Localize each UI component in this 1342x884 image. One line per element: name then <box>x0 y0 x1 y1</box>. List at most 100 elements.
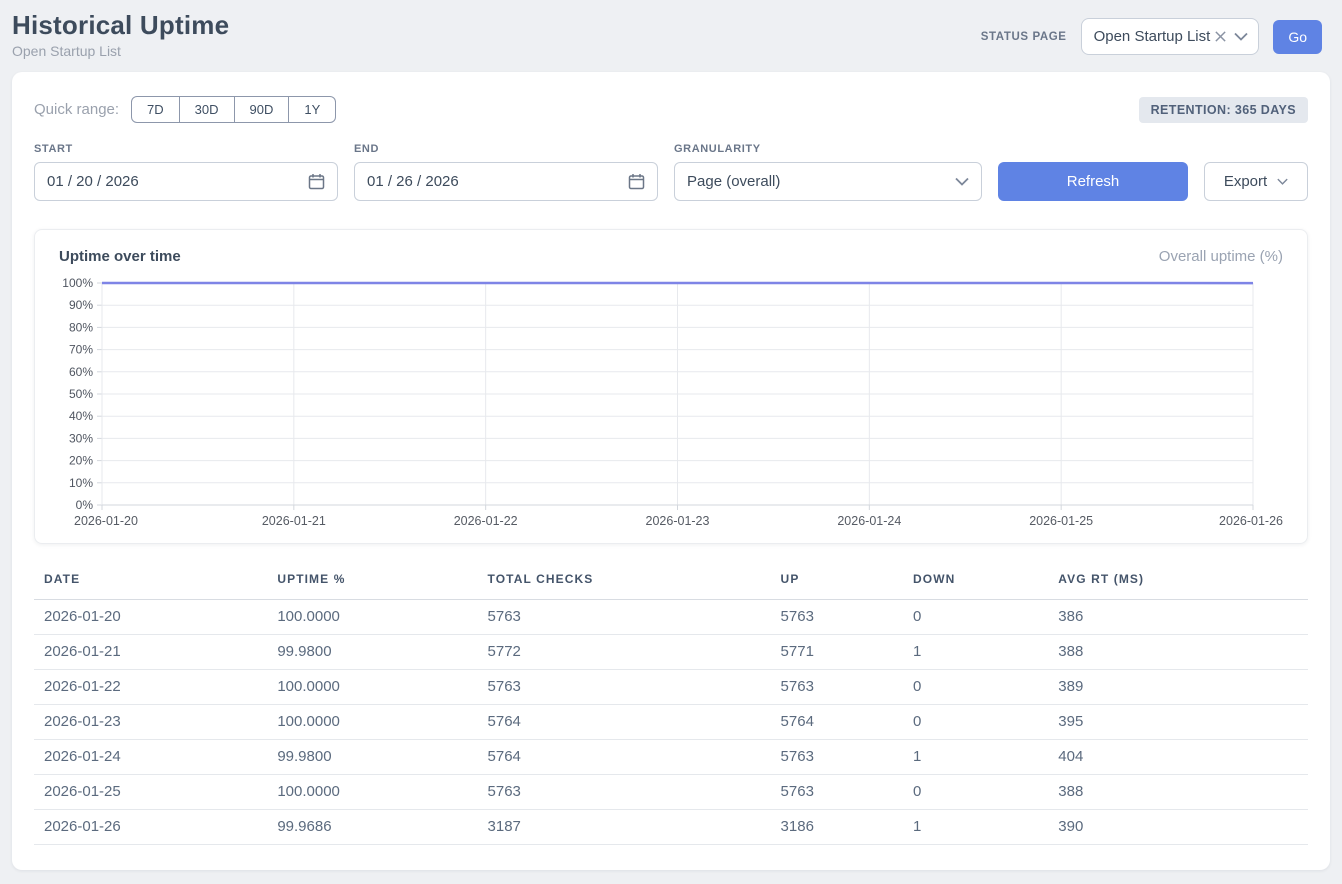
table-cell: 2026-01-24 <box>34 740 277 775</box>
table-cell: 5763 <box>781 775 913 810</box>
chart-header: Uptime over time Overall uptime (%) <box>57 248 1285 265</box>
quick-range-30d-button[interactable]: 30D <box>180 96 235 123</box>
go-button[interactable]: Go <box>1273 20 1322 54</box>
calendar-icon[interactable] <box>628 173 645 190</box>
table-row: 2026-01-25100.0000576357630388 <box>34 775 1308 810</box>
quick-range-90d-button[interactable]: 90D <box>235 96 290 123</box>
x-tick-label: 2026-01-26 <box>1219 514 1283 528</box>
header-titles: Historical Uptime Open Startup List <box>12 10 229 59</box>
granularity-value: Page (overall) <box>687 173 780 190</box>
start-date-input[interactable]: 01 / 20 / 2026 <box>34 162 338 201</box>
quick-range-label: Quick range: <box>34 101 119 118</box>
table-cell: 395 <box>1058 705 1308 740</box>
quick-range-1y-button[interactable]: 1Y <box>289 96 336 123</box>
page-title: Historical Uptime <box>12 10 229 41</box>
granularity-field: GRANULARITY Page (overall) <box>674 143 982 201</box>
chevron-down-icon <box>955 177 969 186</box>
uptime-table: DATEUPTIME %TOTAL CHECKSUPDOWNAVG RT (MS… <box>34 568 1308 845</box>
x-tick-label: 2026-01-22 <box>454 514 518 528</box>
table-cell: 2026-01-26 <box>34 810 277 845</box>
chevron-down-icon <box>1277 178 1288 185</box>
end-label: END <box>354 143 658 155</box>
x-tick-label: 2026-01-20 <box>74 514 138 528</box>
quick-range-row: Quick range: 7D30D90D1Y RETENTION: 365 D… <box>34 96 1308 123</box>
column-header: AVG RT (MS) <box>1058 568 1308 600</box>
end-date-field: END 01 / 26 / 2026 <box>354 143 658 201</box>
page-header: Historical Uptime Open Startup List STAT… <box>0 0 1342 64</box>
clear-icon[interactable] <box>1214 30 1227 43</box>
y-tick-label: 0% <box>76 498 94 512</box>
status-page-label: STATUS PAGE <box>981 31 1067 43</box>
table-cell: 386 <box>1058 600 1308 635</box>
table-cell: 389 <box>1058 670 1308 705</box>
table-cell: 0 <box>913 775 1058 810</box>
start-date-field: START 01 / 20 / 2026 <box>34 143 338 201</box>
column-header: UP <box>781 568 913 600</box>
column-header: DOWN <box>913 568 1058 600</box>
table-cell: 0 <box>913 670 1058 705</box>
table-cell: 1 <box>913 810 1058 845</box>
calendar-icon[interactable] <box>308 173 325 190</box>
table-cell: 5764 <box>781 705 913 740</box>
column-header: DATE <box>34 568 277 600</box>
table-cell: 2026-01-25 <box>34 775 277 810</box>
table-cell: 5763 <box>488 600 781 635</box>
y-tick-label: 20% <box>69 454 93 468</box>
table-cell: 99.9800 <box>277 740 487 775</box>
quick-range-7d-button[interactable]: 7D <box>131 96 180 123</box>
granularity-select[interactable]: Page (overall) <box>674 162 982 201</box>
y-tick-label: 70% <box>69 343 93 357</box>
table-row: 2026-01-22100.0000576357630389 <box>34 670 1308 705</box>
table-cell: 388 <box>1058 635 1308 670</box>
table-cell: 0 <box>913 600 1058 635</box>
end-date-input[interactable]: 01 / 26 / 2026 <box>354 162 658 201</box>
start-label: START <box>34 143 338 155</box>
x-tick-label: 2026-01-21 <box>262 514 326 528</box>
table-cell: 5763 <box>488 775 781 810</box>
table-cell: 1 <box>913 740 1058 775</box>
export-label: Export <box>1224 173 1267 190</box>
table-cell: 100.0000 <box>277 705 487 740</box>
page-subtitle: Open Startup List <box>12 43 229 59</box>
status-page-value: Open Startup List <box>1094 28 1211 45</box>
export-button[interactable]: Export <box>1204 162 1308 201</box>
y-tick-label: 50% <box>69 387 93 401</box>
refresh-button[interactable]: Refresh <box>998 162 1188 201</box>
table-cell: 2026-01-22 <box>34 670 277 705</box>
table-row: 2026-01-2199.9800577257711388 <box>34 635 1308 670</box>
table-cell: 100.0000 <box>277 600 487 635</box>
table-cell: 5763 <box>488 670 781 705</box>
x-tick-label: 2026-01-24 <box>837 514 901 528</box>
granularity-label: GRANULARITY <box>674 143 982 155</box>
y-tick-label: 60% <box>69 365 93 379</box>
filter-row: START 01 / 20 / 2026 END 01 / 26 / 2026 … <box>34 143 1308 201</box>
table-cell: 99.9686 <box>277 810 487 845</box>
table-cell: 2026-01-20 <box>34 600 277 635</box>
table-header: DATEUPTIME %TOTAL CHECKSUPDOWNAVG RT (MS… <box>34 568 1308 600</box>
y-tick-label: 80% <box>69 320 93 334</box>
table-cell: 0 <box>913 705 1058 740</box>
status-page-select[interactable]: Open Startup List <box>1081 18 1260 55</box>
table-cell: 3187 <box>488 810 781 845</box>
chevron-down-icon <box>1234 32 1248 41</box>
chart-legend: Overall uptime (%) <box>1159 248 1283 265</box>
y-tick-label: 90% <box>69 298 93 312</box>
y-tick-label: 10% <box>69 476 93 490</box>
column-header: TOTAL CHECKS <box>488 568 781 600</box>
uptime-line-chart: 0%10%20%30%40%50%60%70%80%90%100%2026-01… <box>57 273 1285 535</box>
table-row: 2026-01-2699.9686318731861390 <box>34 810 1308 845</box>
uptime-chart-card: Uptime over time Overall uptime (%) 0% 10… <box>34 229 1308 544</box>
table-cell: 2026-01-21 <box>34 635 277 670</box>
table-cell: 5772 <box>488 635 781 670</box>
column-header: UPTIME % <box>277 568 487 600</box>
retention-badge: RETENTION: 365 DAYS <box>1139 97 1308 123</box>
y-tick-label: 40% <box>69 409 93 423</box>
table-cell: 1 <box>913 635 1058 670</box>
header-controls: STATUS PAGE Open Startup List Go <box>981 18 1322 55</box>
table-cell: 2026-01-23 <box>34 705 277 740</box>
table-cell: 100.0000 <box>277 775 487 810</box>
x-tick-label: 2026-01-25 <box>1029 514 1093 528</box>
table-cell: 390 <box>1058 810 1308 845</box>
end-date-value: 01 / 26 / 2026 <box>367 173 459 190</box>
table-row: 2026-01-20100.0000576357630386 <box>34 600 1308 635</box>
